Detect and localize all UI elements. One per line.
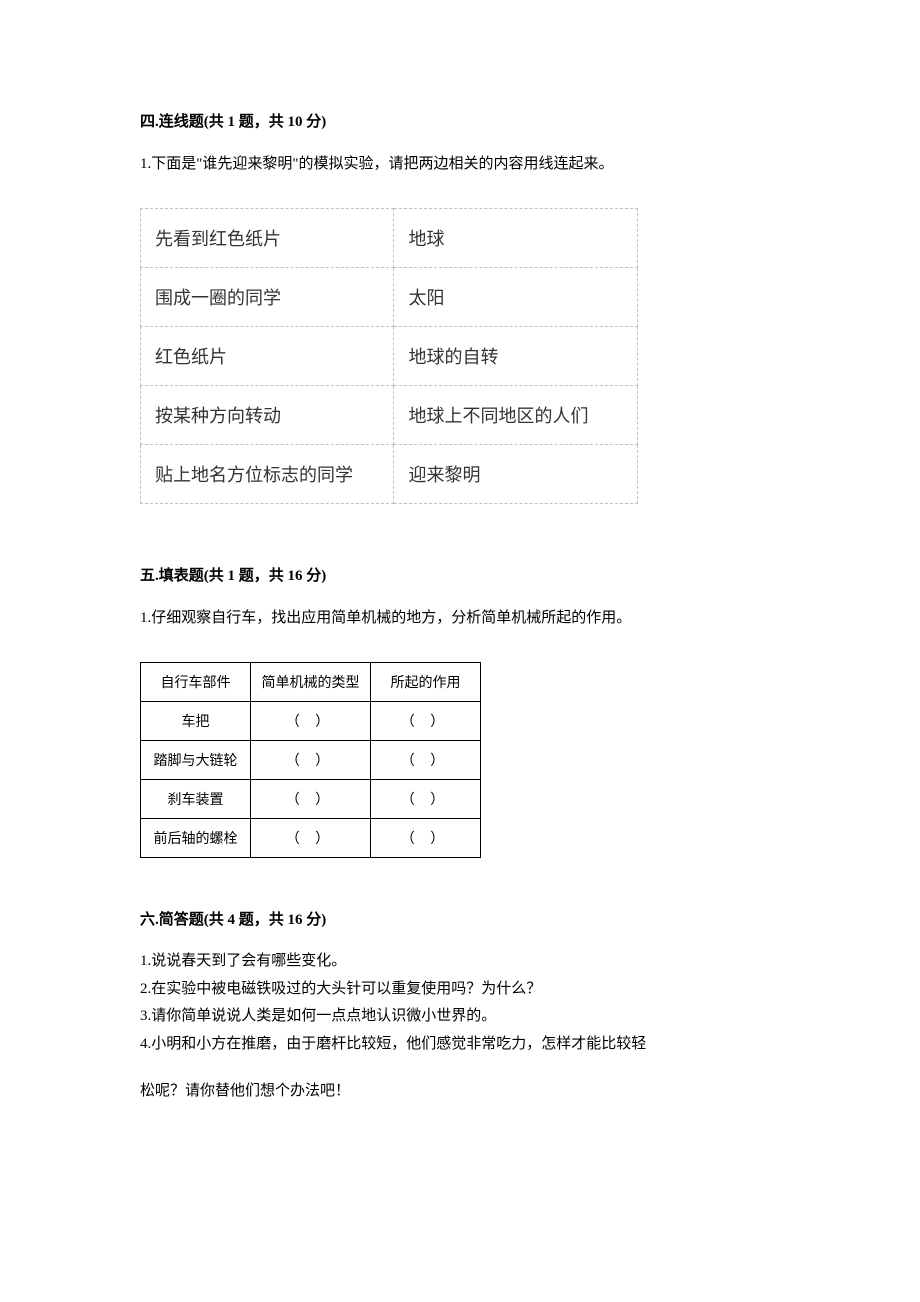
match-left-cell: 红色纸片 xyxy=(141,327,394,386)
match-right-cell: 太阳 xyxy=(394,268,638,327)
match-right-cell: 地球的自转 xyxy=(394,327,638,386)
type-blank-cell: （ ） xyxy=(251,702,371,741)
short-answer-item-4-continuation: 松呢？请你替他们想个办法吧！ xyxy=(140,1079,780,1105)
matching-table: 先看到红色纸片地球围成一圈的同学太阳红色纸片地球的自转按某种方向转动地球上不同地… xyxy=(140,208,638,504)
table-row: 刹车装置（ ）（ ） xyxy=(141,780,481,819)
part-cell: 前后轴的螺栓 xyxy=(141,819,251,858)
section-4-matching: 四.连线题(共 1 题，共 10 分) 1.下面是"谁先迎来黎明"的模拟实验，请… xyxy=(140,110,780,504)
part-cell: 刹车装置 xyxy=(141,780,251,819)
effect-blank-cell: （ ） xyxy=(371,741,481,780)
type-blank-cell: （ ） xyxy=(251,819,371,858)
match-left-cell: 先看到红色纸片 xyxy=(141,209,394,268)
match-row: 按某种方向转动地球上不同地区的人们 xyxy=(141,386,638,445)
match-left-cell: 贴上地名方位标志的同学 xyxy=(141,445,394,504)
part-cell: 踏脚与大链轮 xyxy=(141,741,251,780)
match-left-cell: 围成一圈的同学 xyxy=(141,268,394,327)
part-cell: 车把 xyxy=(141,702,251,741)
header-effect: 所起的作用 xyxy=(371,663,481,702)
section-5-question: 1.仔细观察自行车，找出应用简单机械的地方，分析简单机械所起的作用。 xyxy=(140,605,780,632)
short-answer-item-4: 4.小明和小方在推磨，由于磨杆比较短，他们感觉非常吃力，怎样才能比较轻 xyxy=(140,1032,780,1058)
section-4-question: 1.下面是"谁先迎来黎明"的模拟实验，请把两边相关的内容用线连起来。 xyxy=(140,151,780,178)
header-part: 自行车部件 xyxy=(141,663,251,702)
match-row: 先看到红色纸片地球 xyxy=(141,209,638,268)
section-6-heading: 六.简答题(共 4 题，共 16 分) xyxy=(140,908,780,929)
effect-blank-cell: （ ） xyxy=(371,780,481,819)
effect-blank-cell: （ ） xyxy=(371,702,481,741)
match-right-cell: 地球上不同地区的人们 xyxy=(394,386,638,445)
table-header-row: 自行车部件 简单机械的类型 所起的作用 xyxy=(141,663,481,702)
section-4-heading: 四.连线题(共 1 题，共 10 分) xyxy=(140,110,780,131)
section-5-fill-table: 五.填表题(共 1 题，共 16 分) 1.仔细观察自行车，找出应用简单机械的地… xyxy=(140,564,780,858)
bicycle-mechanism-table: 自行车部件 简单机械的类型 所起的作用 车把（ ）（ ）踏脚与大链轮（ ）（ ）… xyxy=(140,662,481,858)
table-row: 前后轴的螺栓（ ）（ ） xyxy=(141,819,481,858)
table-row: 车把（ ）（ ） xyxy=(141,702,481,741)
match-row: 围成一圈的同学太阳 xyxy=(141,268,638,327)
match-left-cell: 按某种方向转动 xyxy=(141,386,394,445)
short-answer-item-2: 2.在实验中被电磁铁吸过的大头针可以重复使用吗？为什么？ xyxy=(140,977,780,1003)
type-blank-cell: （ ） xyxy=(251,780,371,819)
section-6-short-answer: 六.简答题(共 4 题，共 16 分) 1.说说春天到了会有哪些变化。 2.在实… xyxy=(140,908,780,1105)
header-type: 简单机械的类型 xyxy=(251,663,371,702)
short-answer-item-3: 3.请你简单说说人类是如何一点点地认识微小世界的。 xyxy=(140,1004,780,1030)
short-answer-list: 1.说说春天到了会有哪些变化。 2.在实验中被电磁铁吸过的大头针可以重复使用吗？… xyxy=(140,949,780,1105)
section-5-heading: 五.填表题(共 1 题，共 16 分) xyxy=(140,564,780,585)
type-blank-cell: （ ） xyxy=(251,741,371,780)
match-row: 贴上地名方位标志的同学迎来黎明 xyxy=(141,445,638,504)
short-answer-item-1: 1.说说春天到了会有哪些变化。 xyxy=(140,949,780,975)
match-right-cell: 迎来黎明 xyxy=(394,445,638,504)
match-row: 红色纸片地球的自转 xyxy=(141,327,638,386)
effect-blank-cell: （ ） xyxy=(371,819,481,858)
match-right-cell: 地球 xyxy=(394,209,638,268)
table-row: 踏脚与大链轮（ ）（ ） xyxy=(141,741,481,780)
